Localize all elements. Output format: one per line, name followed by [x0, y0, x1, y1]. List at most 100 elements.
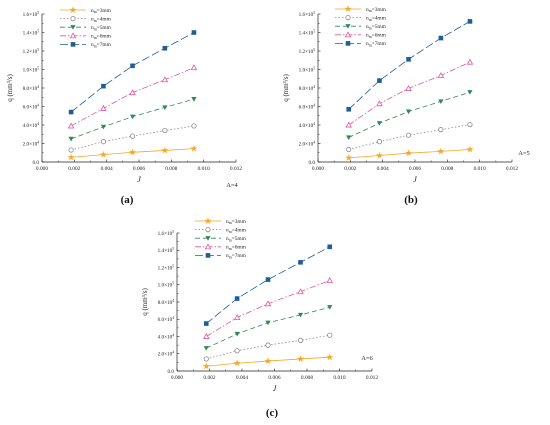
y-tick-label: 1.2×105	[23, 48, 40, 55]
series-1	[67, 144, 198, 161]
data-point	[233, 359, 241, 367]
x-tick-label: 0.004	[101, 166, 113, 172]
data-point	[100, 104, 107, 111]
legend-label: nm=5mm	[226, 236, 247, 242]
data-point	[438, 35, 444, 41]
y-axis-label: q (mm³/s)	[141, 288, 149, 316]
series-line	[70, 32, 195, 113]
x-tick-label: 0.004	[377, 166, 389, 172]
data-point	[437, 147, 445, 155]
series-2	[203, 332, 333, 362]
x-tick-label: 0.002	[344, 166, 356, 172]
x-tick-label: 0.000	[171, 375, 183, 381]
x-tick-label: 0.008	[441, 166, 453, 172]
data-point	[438, 127, 444, 133]
x-tick-label: 0.004	[236, 375, 248, 381]
y-tick-label: 1.0×105	[299, 66, 316, 73]
legend-label: nm=3mm	[366, 7, 387, 13]
data-point	[234, 331, 240, 337]
legend-marker	[205, 227, 211, 233]
series-1	[202, 353, 334, 370]
legend-label: nm=4mm	[226, 227, 247, 233]
y-tick-label: 1.4×105	[23, 29, 40, 36]
data-point	[345, 121, 352, 128]
series-3	[68, 97, 197, 142]
series-1	[345, 145, 474, 161]
y-tick-label: 0.0	[168, 369, 175, 375]
legend-label: nm=3mm	[91, 8, 112, 14]
y-axis-label: q (mm³/s)	[6, 74, 14, 102]
legend: nm=3mm nm=4mm nm=5mm nm=6mm nm=7mm	[60, 6, 112, 49]
series-4	[202, 277, 334, 339]
data-point	[191, 97, 197, 102]
legend-marker	[70, 42, 76, 47]
data-point	[297, 288, 304, 295]
y-tick-label: 4.0×104	[299, 122, 316, 129]
data-point	[326, 277, 334, 283]
legend-label: nm=4mm	[91, 16, 112, 22]
legend-marker	[70, 25, 76, 30]
series-5	[68, 30, 197, 115]
data-point	[161, 146, 169, 154]
x-tick-label: 0.006	[268, 375, 280, 381]
data-point	[203, 321, 209, 326]
x-axis-label: J	[137, 175, 141, 184]
legend-label: nm=4mm	[366, 15, 387, 21]
legend-label: nm=3mm	[226, 219, 247, 225]
data-point	[404, 149, 413, 157]
data-point	[99, 150, 108, 158]
data-point	[234, 296, 240, 301]
y-tick-label: 0.0	[309, 160, 316, 166]
legend-marker	[205, 253, 211, 258]
chart-panel-3: 0.0 2.0×104 4.0×104 6.0×104 8.0×104 1.0×105 1.…	[141, 217, 378, 419]
legend-label: nm=5mm	[366, 24, 387, 30]
legend-marker	[345, 41, 351, 46]
data-point	[466, 58, 474, 65]
data-point	[67, 153, 75, 161]
chart-panel-2: 0.0 2.0×104 4.0×104 6.0×104 8.0×104 1.0×105 1.…	[282, 5, 530, 206]
data-point	[264, 300, 272, 307]
data-point	[190, 64, 198, 71]
data-point	[68, 136, 74, 142]
data-point	[405, 109, 412, 115]
data-point	[327, 305, 333, 310]
series-5	[346, 19, 473, 112]
data-point	[191, 123, 197, 129]
data-point	[264, 357, 272, 365]
series-4	[67, 64, 198, 129]
y-tick-label: 8.0×104	[299, 85, 316, 92]
x-tick-label: 0.012	[366, 375, 378, 381]
y-tick-label: 1.6×105	[23, 11, 40, 18]
legend-marker	[344, 5, 352, 13]
x-tick-label: 0.008	[165, 166, 177, 172]
legend-label: nm=7mm	[366, 41, 387, 47]
y-tick-label: 6.0×104	[23, 103, 40, 110]
data-point	[327, 332, 333, 338]
x-axis-label: J	[413, 175, 417, 184]
series-line	[206, 306, 330, 349]
legend-marker	[345, 15, 351, 21]
x-tick-label: 0.006	[409, 166, 421, 172]
y-tick-label: 1.6×105	[158, 230, 175, 237]
legend-marker	[344, 31, 352, 38]
y-tick-label: 1.2×105	[299, 48, 316, 55]
legend-marker	[204, 217, 212, 225]
series-3	[203, 305, 333, 351]
y-tick-label: 1.0×105	[158, 282, 175, 289]
data-point	[377, 78, 382, 83]
data-point	[326, 353, 334, 361]
data-point	[467, 90, 473, 95]
data-point	[467, 121, 473, 128]
data-point	[298, 260, 303, 265]
data-point	[191, 30, 197, 35]
data-point	[202, 362, 210, 370]
legend-marker	[69, 6, 77, 14]
y-tick-label: 1.6×105	[299, 11, 316, 18]
x-tick-label: 0.010	[333, 375, 345, 381]
annotation: A=6	[361, 355, 373, 362]
x-axis-label: J	[273, 384, 277, 393]
data-point	[375, 151, 384, 159]
data-point	[405, 85, 412, 91]
data-point	[345, 153, 353, 161]
